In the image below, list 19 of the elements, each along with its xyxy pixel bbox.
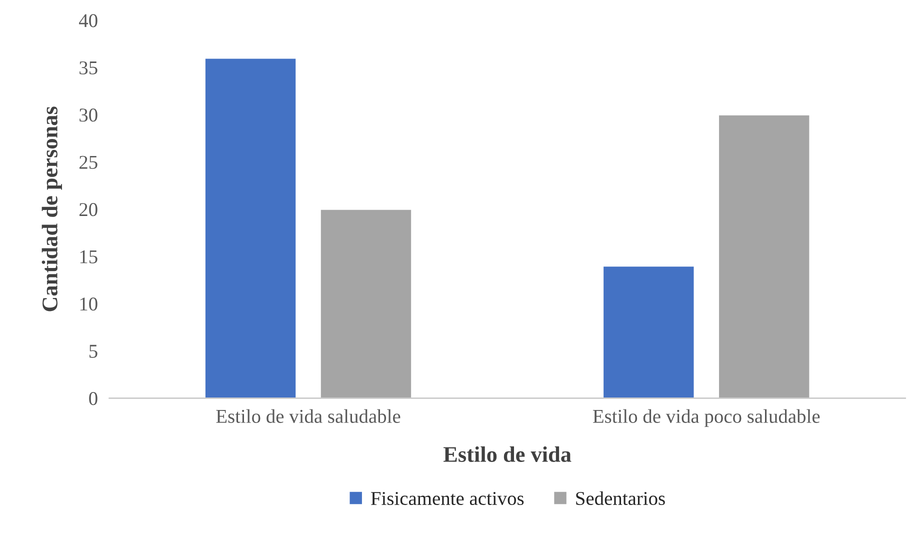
y-tick-label: 20 [80,203,98,216]
y-tick-label: 25 [80,156,98,169]
bar [718,114,811,398]
bar [204,57,298,398]
x-axis-title: Estilo de vida [443,446,572,462]
y-tick-label: 30 [80,108,98,122]
y-tick-label: 0 [89,392,98,406]
y-axis-title: Cantidad de personas [42,106,62,312]
legend-label: Fisicamente activos [370,492,524,506]
bar [320,208,412,398]
legend-label: Sedentarios [576,491,665,506]
x-tick-label: Estilo de vida poco saludable [593,409,820,427]
bar [602,265,696,398]
y-tick-label: 5 [89,344,98,358]
x-tick-label: Estilo de vida saludable [216,409,400,423]
y-tick-label: 15 [80,250,98,264]
y-tick-label: 40 [79,14,98,28]
y-tick-label: 10 [80,297,98,311]
y-tick-label: 35 [80,61,98,74]
